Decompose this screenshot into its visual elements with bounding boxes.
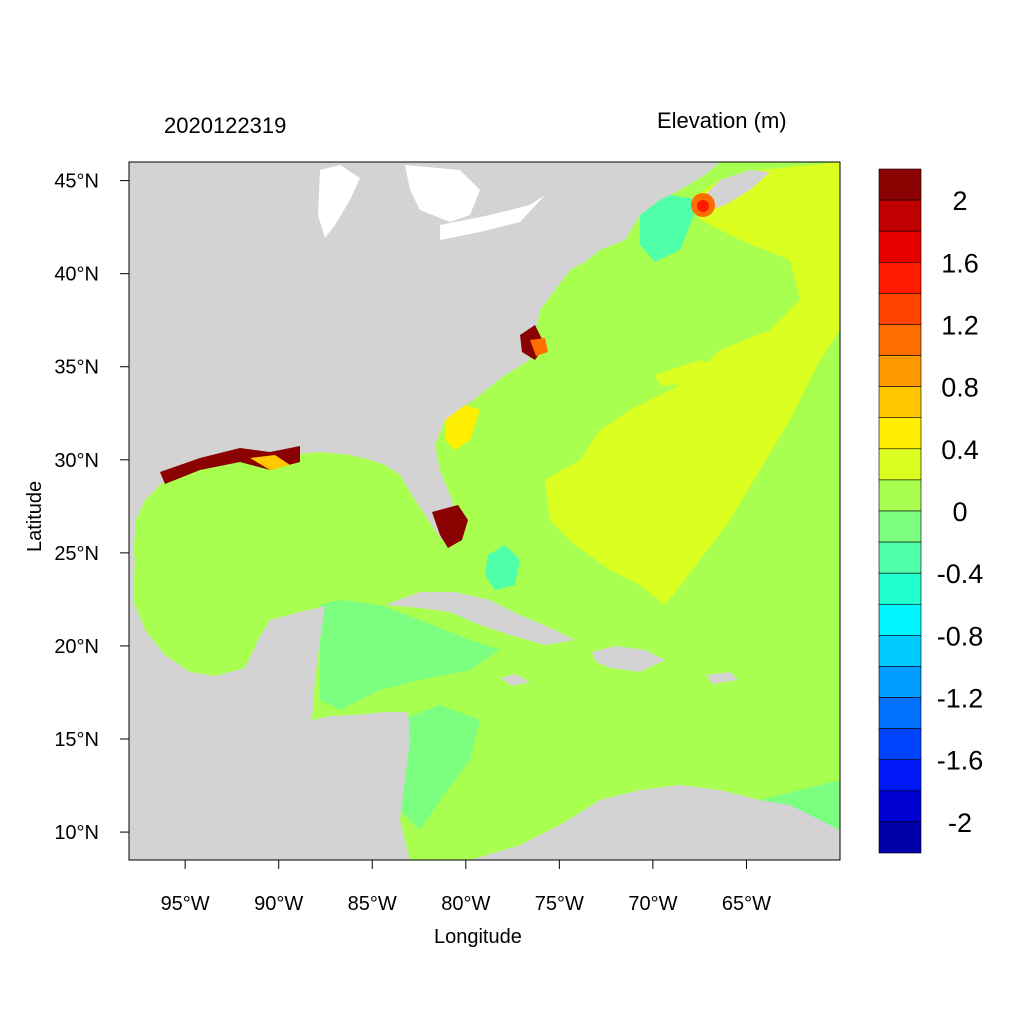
x-tick-label: 70°W bbox=[628, 893, 677, 915]
colorbar-swatch bbox=[878, 759, 922, 792]
carolina-surge-orange bbox=[530, 338, 548, 356]
colorbar-swatch bbox=[878, 324, 922, 356]
x-tick-label: 85°W bbox=[348, 893, 397, 915]
land-south-america bbox=[470, 785, 840, 860]
colorbar-swatch bbox=[878, 728, 922, 761]
colorbar-swatch bbox=[878, 448, 922, 481]
colorbar-swatch bbox=[878, 666, 922, 698]
land-nova-scotia bbox=[700, 170, 770, 210]
fundy-surge-core bbox=[697, 200, 709, 212]
x-tick-label: 80°W bbox=[441, 893, 490, 915]
colorbar-label: 0.8 bbox=[941, 373, 979, 403]
colorbar: 2 1.6 1.2 0.8 0.4 0 -0.4 -0.8 -1.2 -1.6 -2 bbox=[878, 168, 984, 854]
colorbar-swatch bbox=[878, 821, 922, 854]
colorbar-label: -0.8 bbox=[937, 621, 984, 651]
land-hispaniola bbox=[592, 646, 665, 672]
colorbar-swatch bbox=[878, 293, 922, 325]
x-tick-label: 95°W bbox=[161, 893, 210, 915]
colorbar-swatch bbox=[878, 230, 922, 263]
gulf-of-maine-negative bbox=[640, 195, 700, 262]
colorbar-swatch bbox=[878, 168, 922, 201]
colorbar-label: -2 bbox=[948, 808, 972, 838]
variable-title: Elevation (m) bbox=[657, 108, 787, 133]
x-axis-title: Longitude bbox=[434, 926, 522, 948]
colorbar-label: -1.2 bbox=[937, 684, 984, 714]
colorbar-swatch bbox=[878, 541, 922, 574]
x-tick-label: 65°W bbox=[722, 893, 771, 915]
colorbar-label: 0.4 bbox=[941, 435, 979, 465]
y-tick-label: 20°N bbox=[54, 636, 99, 658]
colorbar-label: -0.4 bbox=[937, 559, 984, 589]
land-jamaica bbox=[500, 674, 530, 686]
y-tick-label: 25°N bbox=[54, 543, 99, 565]
y-tick-label: 35°N bbox=[54, 357, 99, 379]
colorbar-label: 2 bbox=[952, 186, 967, 216]
land-puerto-rico bbox=[706, 672, 738, 684]
colorbar-swatch bbox=[878, 697, 922, 729]
axis-ticks: 95°W 90°W 85°W 80°W 75°W 70°W 65°W 45°N 40°N 35°N… bbox=[54, 171, 771, 915]
caribbean-negative-zone bbox=[320, 600, 500, 710]
great-lakes bbox=[318, 165, 545, 240]
colorbar-label: 1.6 bbox=[941, 248, 979, 278]
plot-frame bbox=[128, 161, 841, 861]
y-tick-label: 10°N bbox=[54, 822, 99, 844]
colorbar-swatch bbox=[878, 261, 922, 294]
x-tick-label: 90°W bbox=[254, 893, 303, 915]
map-timestamp-title: 2020122319 bbox=[164, 113, 287, 138]
map-plot-area bbox=[129, 162, 840, 860]
x-tick-label: 75°W bbox=[535, 893, 584, 915]
gulf-coast-surge bbox=[160, 446, 300, 484]
colorbar-swatch bbox=[878, 790, 922, 823]
colorbar-label: -1.6 bbox=[937, 746, 984, 776]
colorbar-swatch bbox=[878, 572, 922, 605]
colorbar-label: 0 bbox=[952, 497, 967, 527]
honduras-shelf-negative bbox=[400, 705, 480, 830]
y-tick-label: 30°N bbox=[54, 450, 99, 472]
bahamas-negative bbox=[485, 545, 520, 590]
florida-surge bbox=[432, 505, 468, 548]
colorbar-swatch bbox=[878, 510, 922, 543]
colorbar-swatch bbox=[878, 355, 922, 387]
georgia-coast-positive bbox=[445, 405, 480, 450]
y-tick-label: 15°N bbox=[54, 729, 99, 751]
land-mexico bbox=[129, 520, 410, 860]
atlantic-positive-blob bbox=[655, 360, 730, 385]
colorbar-swatch bbox=[878, 417, 922, 450]
y-tick-label: 45°N bbox=[54, 171, 99, 193]
colorbar-swatch bbox=[878, 603, 922, 636]
y-tick-label: 40°N bbox=[54, 264, 99, 286]
colorbar-swatch bbox=[878, 199, 922, 232]
colorbar-swatch bbox=[878, 635, 922, 667]
gulf-coast-surge-orange bbox=[250, 455, 290, 470]
land-cuba bbox=[385, 592, 575, 645]
land-north-america bbox=[129, 162, 720, 560]
colorbar-label: 1.2 bbox=[941, 310, 979, 340]
colorbar-swatch bbox=[878, 479, 922, 512]
colorbar-swatch bbox=[878, 386, 922, 419]
